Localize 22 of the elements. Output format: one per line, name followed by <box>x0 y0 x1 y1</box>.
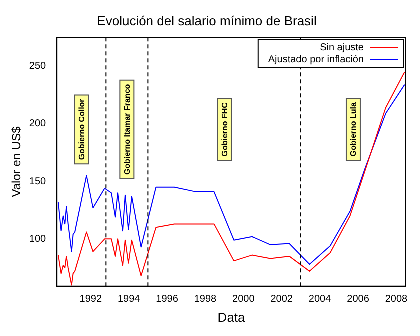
x-tick-label: 1996 <box>156 294 179 306</box>
annotation: Gobierno FHC <box>220 102 230 157</box>
y-tick-label: 100 <box>29 234 47 245</box>
x-tick-label: 1998 <box>194 294 218 306</box>
x-tick-label: 2006 <box>347 294 370 306</box>
y-tick-label: 250 <box>29 61 47 72</box>
x-tick-label: 2008 <box>385 294 408 306</box>
x-axis-title: Data <box>218 310 246 325</box>
x-tick-label: 2004 <box>308 294 332 306</box>
x-tick-label: 1994 <box>118 294 141 306</box>
x-tick-label: 2000 <box>232 294 256 306</box>
y-tick-label: 150 <box>29 176 47 188</box>
x-tick-label: 1992 <box>80 294 102 306</box>
annotation: Gobierno Lula <box>349 102 358 157</box>
legend-label: Sin ajuste <box>320 42 364 54</box>
annotation: Gobierno Itamar Franco <box>122 84 132 175</box>
annotation: Gobierno Collor <box>77 99 86 160</box>
y-axis-title: Valor en US$ <box>10 126 24 198</box>
y-tick-label: 200 <box>29 118 47 130</box>
chart-title: Evolución del salario mínimo de Brasil <box>97 13 317 28</box>
legend-label: Ajustado por inflación <box>268 54 364 66</box>
x-tick-label: 2002 <box>270 294 294 306</box>
